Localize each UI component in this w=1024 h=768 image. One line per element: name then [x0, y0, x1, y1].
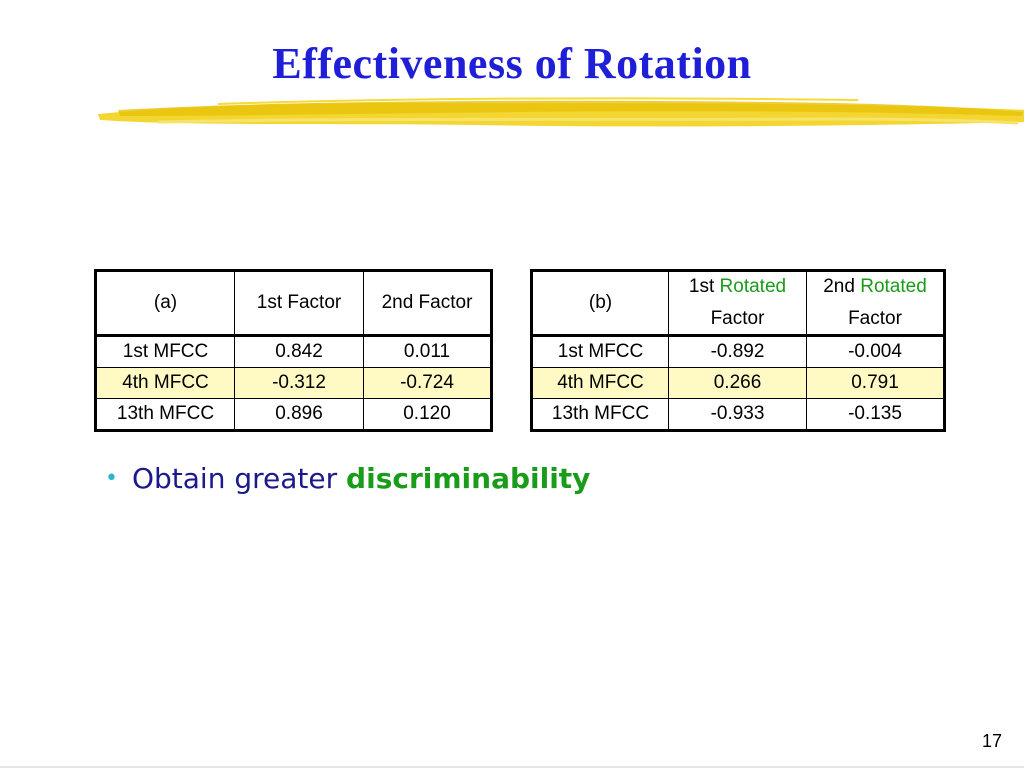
- cell-value: 0.791: [806, 367, 945, 399]
- row-label: 1st MFCC: [531, 335, 669, 368]
- header-suffix: Factor: [848, 308, 902, 329]
- cell-value: -0.892: [668, 335, 807, 368]
- bullet-emphasis: discriminability: [346, 462, 591, 495]
- title-underline-brushstroke: [98, 97, 1024, 127]
- row-label: 4th MFCC: [531, 367, 669, 399]
- header-prefix: 2nd: [823, 276, 855, 297]
- header-emphasis: Rotated: [860, 276, 927, 297]
- slide-title: Effectiveness of Rotation: [272, 39, 752, 88]
- row-label: 4th MFCC: [95, 367, 235, 399]
- header-line-1: 1st Rotated: [669, 277, 806, 297]
- table-b: (b) 1st Rotated Factor 2nd Rotated Facto…: [530, 269, 946, 432]
- cell-value: -0.312: [234, 367, 364, 399]
- table-a-corner-cell: (a): [95, 270, 235, 337]
- table-b-header-col1: 1st Rotated Factor: [668, 270, 807, 337]
- bullet-text: Obtain greater: [131, 462, 338, 495]
- cell-value: 0.842: [234, 335, 364, 368]
- table-row-highlighted: 4th MFCC 0.266 0.791: [531, 367, 945, 399]
- cell-value: 0.011: [363, 335, 492, 368]
- table-row: 13th MFCC -0.933 -0.135: [531, 398, 945, 431]
- table-row: 13th MFCC 0.896 0.120: [95, 398, 492, 431]
- cell-value: -0.724: [363, 367, 492, 399]
- table-a-header-col1: 1st Factor: [234, 270, 364, 337]
- cell-value: 0.120: [363, 398, 492, 431]
- table-b-corner-cell: (b): [531, 270, 669, 337]
- cell-value: -0.004: [806, 335, 945, 368]
- bullet-dot-icon: •: [105, 466, 118, 491]
- table-row: 1st MFCC -0.892 -0.004: [531, 335, 945, 368]
- table-row: 1st MFCC 0.842 0.011: [95, 335, 492, 368]
- header-prefix: 1st: [688, 276, 715, 297]
- row-label: 1st MFCC: [95, 335, 235, 368]
- table-header-row: (a) 1st Factor 2nd Factor: [95, 270, 492, 337]
- cell-value: -0.933: [668, 398, 807, 431]
- cell-value: 0.896: [234, 398, 364, 431]
- table-b-header-col2: 2nd Rotated Factor: [806, 270, 945, 337]
- table-row-highlighted: 4th MFCC -0.312 -0.724: [95, 367, 492, 399]
- table-b-wrapper: (b) 1st Rotated Factor 2nd Rotated Facto…: [530, 269, 946, 432]
- bullet-point: • Obtain greater discriminability: [105, 462, 590, 495]
- cell-value: 0.266: [668, 367, 807, 399]
- header-suffix: Factor: [710, 308, 765, 329]
- cell-value: -0.135: [806, 398, 945, 431]
- table-a-header-col2: 2nd Factor: [363, 270, 492, 337]
- header-line-1: 2nd Rotated: [807, 277, 943, 297]
- table-a-wrapper: (a) 1st Factor 2nd Factor 1st MFCC 0.842…: [94, 269, 493, 432]
- table-a: (a) 1st Factor 2nd Factor 1st MFCC 0.842…: [94, 269, 493, 432]
- page-number: 17: [981, 731, 1002, 751]
- row-label: 13th MFCC: [95, 398, 235, 431]
- bottom-divider: [0, 766, 1024, 768]
- row-label: 13th MFCC: [531, 398, 669, 431]
- header-emphasis: Rotated: [719, 276, 787, 297]
- table-header-row: (b) 1st Rotated Factor 2nd Rotated Facto…: [531, 270, 945, 337]
